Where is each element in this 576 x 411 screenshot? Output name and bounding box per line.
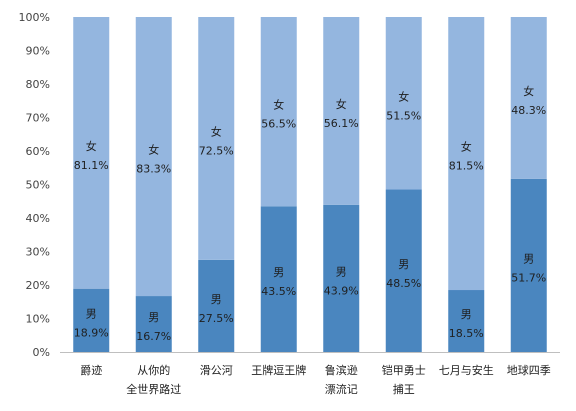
- bar-segment-female: [260, 17, 297, 207]
- series-label: 男: [211, 293, 222, 306]
- series-label: 女: [336, 97, 347, 111]
- bars: 男 18.9% 女 81.1% 男 16.7% 女 83.3% 男 27.5% 女 72.5% 男 43.…: [73, 17, 547, 352]
- data-label: 18.9%: [74, 326, 109, 339]
- y-tick-label: 20%: [26, 279, 50, 292]
- data-label: 83.3%: [136, 163, 171, 176]
- category-label: 漂流记: [325, 382, 358, 396]
- y-axis: 0% 10% 20% 30% 40% 50% 60% 70% 80% 90% 100%: [19, 11, 50, 359]
- series-label: 男: [86, 307, 97, 320]
- series-label: 女: [273, 98, 284, 112]
- y-tick-label: 40%: [26, 212, 50, 225]
- data-label: 43.5%: [261, 285, 296, 298]
- y-tick-label: 10%: [26, 313, 50, 326]
- data-label: 48.3%: [511, 104, 546, 117]
- series-label: 男: [523, 252, 534, 265]
- series-label: 男: [461, 308, 472, 321]
- series-label: 女: [398, 89, 409, 103]
- data-label: 27.5%: [199, 312, 234, 325]
- data-label: 43.9%: [324, 284, 359, 297]
- bar-segment-female: [73, 17, 110, 289]
- data-label: 48.5%: [386, 277, 421, 290]
- category-label: 全世界路过: [126, 382, 181, 396]
- bar-segment-male: [135, 296, 172, 352]
- data-label: 72.5%: [199, 144, 234, 157]
- category-label: 七月与安生: [439, 363, 494, 377]
- data-label: 16.7%: [136, 330, 171, 343]
- category-label: 爵迹: [80, 363, 102, 377]
- bar-segment-male: [73, 288, 110, 352]
- bar-segment-male: [323, 204, 360, 352]
- bar-segment-female: [135, 17, 172, 297]
- series-label: 男: [398, 258, 409, 271]
- category-label: 从你的: [137, 363, 170, 377]
- data-label: 81.5%: [449, 160, 484, 173]
- y-tick-label: 60%: [26, 145, 50, 158]
- data-label: 51.7%: [511, 271, 546, 284]
- data-label: 81.1%: [74, 159, 109, 172]
- category-label: 铠甲勇士: [382, 363, 426, 377]
- y-tick-label: 70%: [26, 112, 50, 125]
- bar-segment-female: [510, 17, 547, 179]
- bar-segment-male: [510, 178, 547, 352]
- data-label: 18.5%: [449, 327, 484, 340]
- y-tick-label: 50%: [26, 179, 50, 192]
- bar-segment-female: [323, 17, 360, 205]
- series-label: 男: [273, 266, 284, 279]
- category-label: 捕王: [393, 382, 415, 396]
- series-label: 女: [523, 84, 534, 98]
- data-label: 56.5%: [261, 118, 296, 131]
- series-label: 女: [211, 124, 222, 138]
- data-label: 51.5%: [386, 109, 421, 122]
- y-tick-label: 100%: [19, 11, 50, 24]
- y-tick-label: 30%: [26, 246, 50, 259]
- bar-segment-male: [198, 259, 235, 352]
- series-label: 男: [336, 265, 347, 278]
- y-tick-label: 80%: [26, 78, 50, 91]
- y-tick-label: 0%: [33, 346, 50, 359]
- bar-segment-female: [385, 17, 422, 190]
- series-label: 女: [86, 139, 97, 153]
- bar-segment-female: [448, 17, 485, 291]
- data-label: 56.1%: [324, 117, 359, 130]
- category-label: 鲁滨逊: [325, 363, 358, 377]
- series-label: 男: [148, 311, 159, 324]
- y-tick-label: 90%: [26, 45, 50, 58]
- bar-segment-female: [198, 17, 235, 260]
- bar-segment-male: [385, 189, 422, 352]
- category-label: 地球四季: [507, 363, 551, 377]
- bar-segment-male: [448, 290, 485, 352]
- category-label: 滑公河: [200, 364, 233, 377]
- series-label: 女: [461, 140, 472, 154]
- series-label: 女: [148, 143, 159, 157]
- bar-segment-male: [260, 206, 297, 352]
- category-label: 王牌逗王牌: [251, 363, 306, 377]
